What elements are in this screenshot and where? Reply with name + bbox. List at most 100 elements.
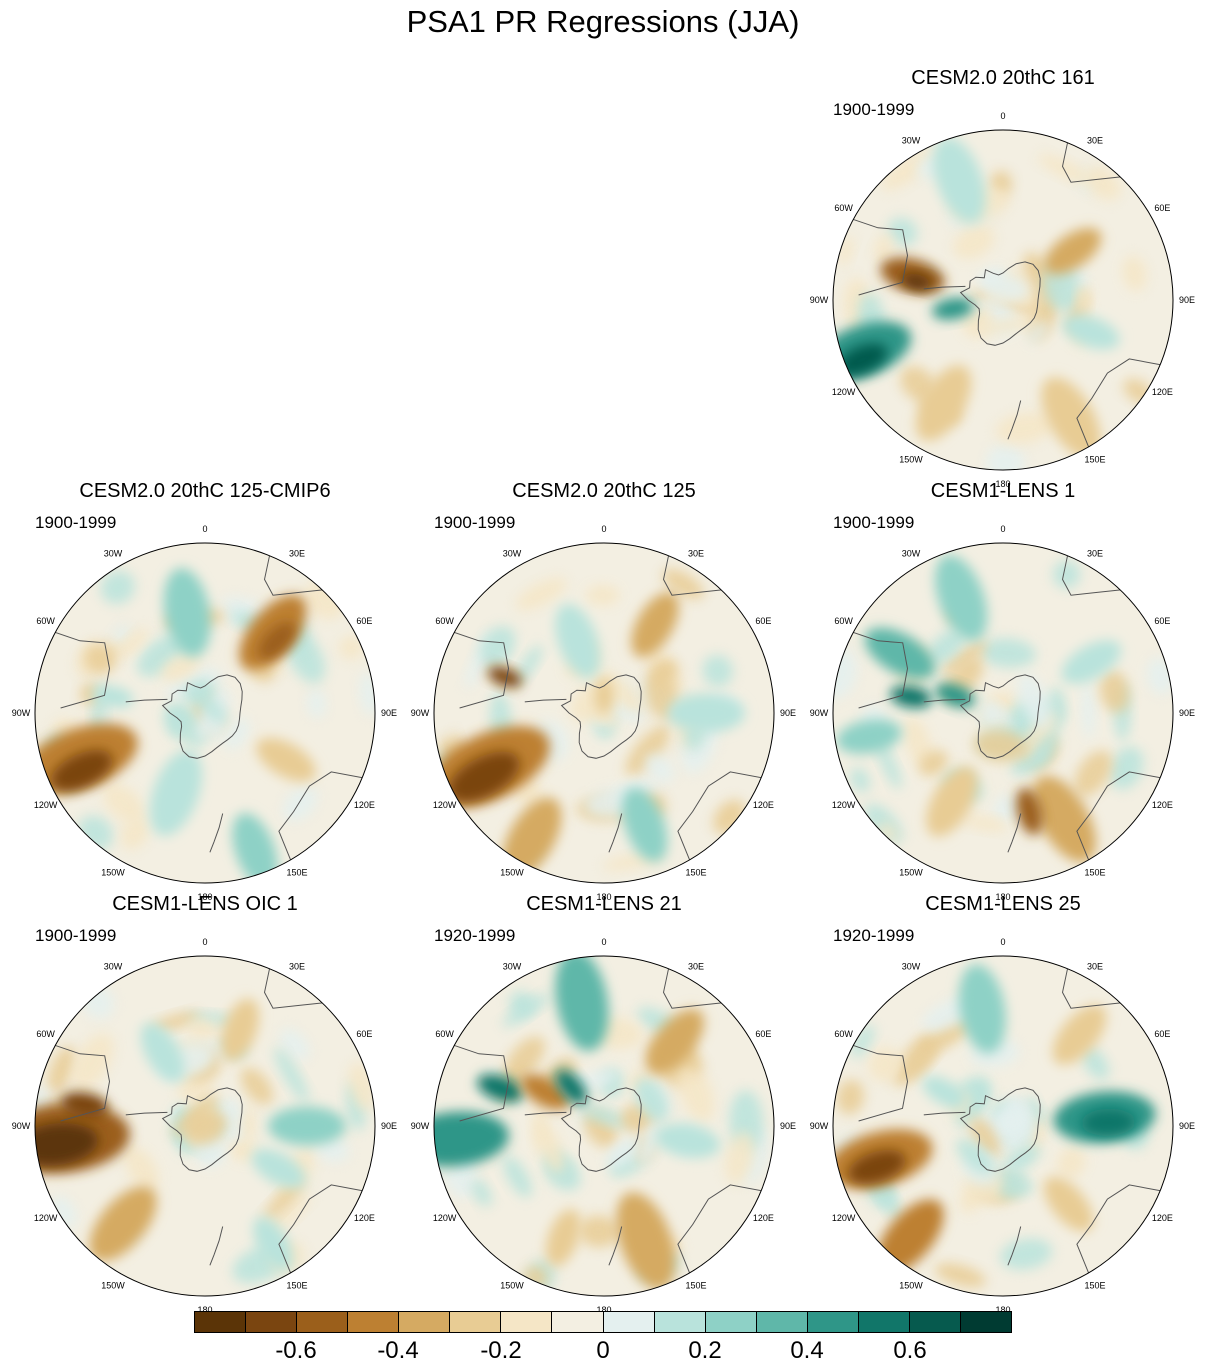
- longitude-label: 30E: [688, 962, 704, 972]
- longitude-label: 150E: [1084, 454, 1105, 464]
- longitude-label: 150E: [685, 1280, 706, 1290]
- colorbar-box: [399, 1312, 451, 1332]
- colorbar-label: 0: [596, 1337, 610, 1364]
- anomaly-patch: [1052, 560, 1081, 589]
- longitude-label: 60W: [834, 616, 853, 626]
- longitude-label: 60E: [1154, 203, 1170, 213]
- anomaly-patch: [545, 1209, 581, 1267]
- anomaly-patch: [901, 273, 932, 290]
- anomaly-patch: [934, 555, 988, 641]
- anomaly-patch: [836, 719, 902, 754]
- panel-period: 1920-1999: [833, 926, 915, 945]
- south-america-coastline: [50, 1043, 111, 1122]
- panel-period: 1920-1999: [434, 926, 516, 945]
- antarctica-coastline: [161, 1087, 243, 1172]
- anomaly-patch: [338, 635, 365, 660]
- antarctica-coastline: [959, 261, 1041, 346]
- longitude-label: 120W: [34, 800, 58, 810]
- africa-coastline: [263, 550, 329, 596]
- africa-coastline: [662, 963, 728, 1009]
- anomaly-patch: [919, 750, 948, 777]
- longitude-label: 120W: [433, 800, 457, 810]
- colorbar-label: 0.4: [790, 1337, 824, 1364]
- africa-coastline: [1061, 963, 1127, 1009]
- colorbar-label: -0.4: [377, 1337, 419, 1364]
- anomaly-patch: [1099, 670, 1130, 713]
- anomaly-patch: [555, 603, 601, 679]
- longitude-label: 150E: [286, 1280, 307, 1290]
- south-america-coastline: [449, 1043, 510, 1122]
- colorbar-box: [960, 1312, 1011, 1332]
- anomaly-patch: [662, 568, 705, 600]
- peninsula-coastline: [524, 1111, 567, 1116]
- anomaly-patch: [915, 365, 972, 441]
- anomaly-patch: [487, 666, 523, 688]
- panel-title: CESM2.0 20thC 161: [911, 67, 1095, 89]
- anomaly-patch: [935, 683, 976, 708]
- colorbar-label: 0.2: [688, 1337, 722, 1364]
- anomaly-patch: [1016, 788, 1043, 835]
- longitude-label: 0: [1000, 111, 1005, 121]
- anomaly-patch: [864, 627, 936, 680]
- longitude-label: 150W: [101, 867, 125, 877]
- map-panel-cesm1-lens-oic-1: CESM1-LENS OIC 1 1900-1999 0 30E 60E 90E 120…: [5, 892, 405, 1315]
- longitude-label: 60E: [356, 616, 372, 626]
- colorbar-label: -0.6: [275, 1337, 317, 1364]
- anomaly-patch: [137, 635, 185, 677]
- colorbar-label: 0.6: [893, 1337, 927, 1364]
- anomaly-patch: [1081, 683, 1096, 739]
- anomaly-patch: [477, 1074, 524, 1103]
- longitude-label: 60W: [435, 616, 454, 626]
- longitude-label: 60E: [1154, 616, 1170, 626]
- longitude-label: 90E: [780, 1121, 796, 1131]
- anomaly-patch: [836, 1079, 865, 1115]
- map-border: [832, 955, 1174, 1297]
- polar-map: 0 30E 60E 90E 120E 150E 180 150W 120W 90W 60W 30W: [810, 524, 1195, 902]
- colorbar-box: [654, 1312, 706, 1332]
- panel-period: 1900-1999: [35, 926, 117, 945]
- polar-map: 0 30E 60E 90E 120E 150E 180 150W 120W 90W 60W 30W: [411, 937, 796, 1315]
- longitude-label: 0: [1000, 937, 1005, 947]
- anomaly-patch: [228, 1135, 257, 1162]
- anomaly-patch: [725, 1131, 755, 1184]
- anomaly-patch: [47, 1046, 76, 1094]
- anomaly-patch: [1077, 284, 1090, 314]
- africa-coastline: [1061, 137, 1127, 183]
- anomaly-patch: [1084, 166, 1121, 201]
- africa-coastline: [1061, 550, 1127, 596]
- polar-map: 0 30E 60E 90E 120E 150E 180 150W 120W 90W 60W 30W: [12, 937, 397, 1315]
- longitude-label: 120E: [354, 1213, 375, 1223]
- longitude-label: 120E: [1152, 800, 1173, 810]
- anomaly-patch: [251, 1148, 306, 1189]
- anomaly-patch: [1000, 1180, 1034, 1198]
- longitude-label: 90W: [411, 1121, 430, 1131]
- anomaly-patch: [92, 685, 134, 708]
- australia-coastline: [278, 1184, 368, 1278]
- anomaly-patch: [79, 682, 100, 705]
- new-zealand-coastline: [1007, 1226, 1022, 1266]
- anomaly-patch: [655, 1123, 721, 1158]
- panel-period: 1900-1999: [833, 100, 915, 119]
- panel-title: CESM1-LENS 25: [925, 893, 1081, 915]
- anomaly-patch: [850, 767, 870, 793]
- anomaly-patch: [616, 1192, 676, 1290]
- anomaly-patch: [283, 786, 318, 822]
- anomaly-patch: [981, 273, 1030, 302]
- anomaly-patch: [908, 1043, 939, 1079]
- longitude-label: 180: [995, 892, 1010, 902]
- longitude-label: 180: [197, 1305, 212, 1315]
- australia-coastline: [278, 771, 368, 865]
- anomaly-patch: [279, 1029, 310, 1061]
- longitude-label: 120W: [832, 387, 856, 397]
- anomaly-patch: [1041, 377, 1101, 459]
- map-border: [34, 955, 376, 1297]
- panel-title: CESM2.0 20thC 125-CMIP6: [79, 480, 331, 502]
- peninsula-coastline: [923, 285, 966, 290]
- longitude-label: 150W: [899, 454, 923, 464]
- south-america-coastline: [449, 630, 510, 709]
- anomaly-patch: [941, 640, 988, 675]
- longitude-label: 150E: [1084, 867, 1105, 877]
- anomaly-patch: [194, 691, 227, 724]
- anomaly-patch: [926, 766, 978, 837]
- anomaly-patch: [186, 1018, 218, 1041]
